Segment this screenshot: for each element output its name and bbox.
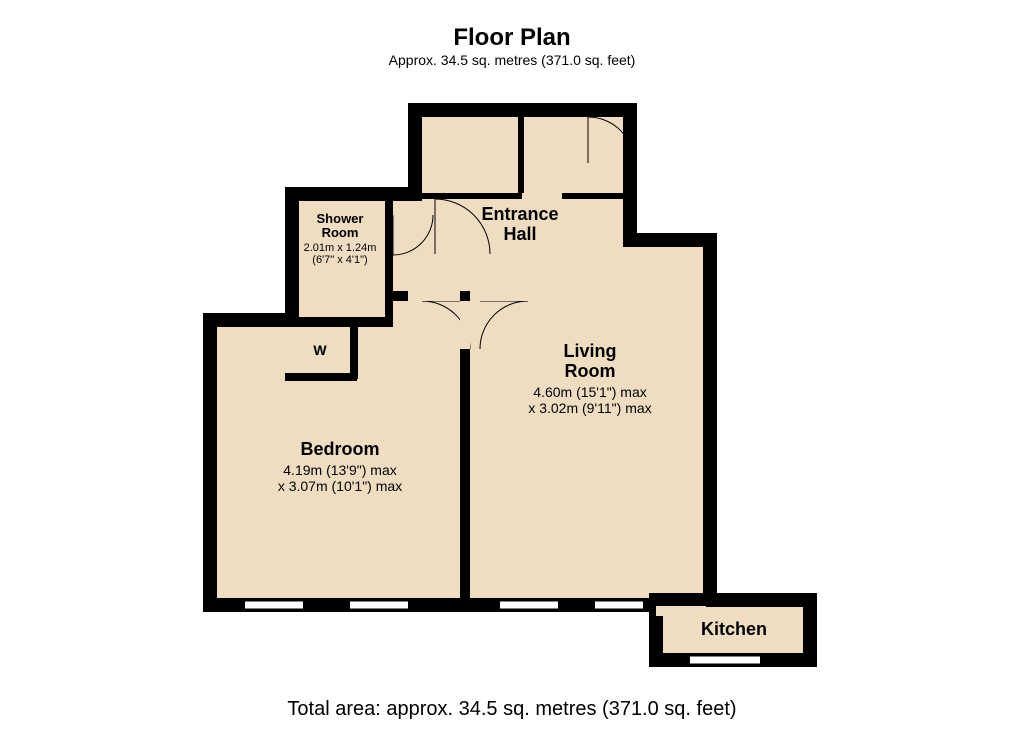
living-room-dim-2: x 3.02m (9'11") max: [528, 400, 651, 416]
shower-room-label-1: Shower: [317, 211, 364, 226]
shower-room-label-2: Room: [322, 225, 359, 240]
page-footer: Total area: approx. 34.5 sq. metres (371…: [0, 698, 1024, 721]
bedroom-dim-2: x 3.07m (10'1") max: [278, 478, 402, 494]
shower-room-dim-2: (6'7" x 4'1"): [312, 254, 367, 266]
page-subtitle: Approx. 34.5 sq. metres (371.0 sq. feet): [0, 52, 1024, 68]
wardrobe-label: W: [313, 342, 327, 358]
living-room-label-1: Living: [564, 341, 617, 361]
page-title: Floor Plan: [0, 24, 1024, 52]
entrance-hall-label-1: Entrance: [481, 204, 558, 224]
living-room-label-2: Room: [565, 361, 616, 381]
kitchen-label: Kitchen: [701, 619, 767, 639]
bedroom-dim-1: 4.19m (13'9") max: [283, 462, 396, 478]
floor-plan-canvas: Floor Plan Approx. 34.5 sq. metres (371.…: [0, 0, 1024, 745]
floor-plan-svg: Entrance Hall Shower Room 2.01m x 1.24m …: [190, 95, 830, 675]
living-room-dim-1: 4.60m (15'1") max: [533, 384, 646, 400]
shower-room-dim-1: 2.01m x 1.24m: [304, 242, 377, 254]
bedroom-label: Bedroom: [300, 439, 379, 459]
entrance-hall-label-2: Hall: [503, 224, 536, 244]
